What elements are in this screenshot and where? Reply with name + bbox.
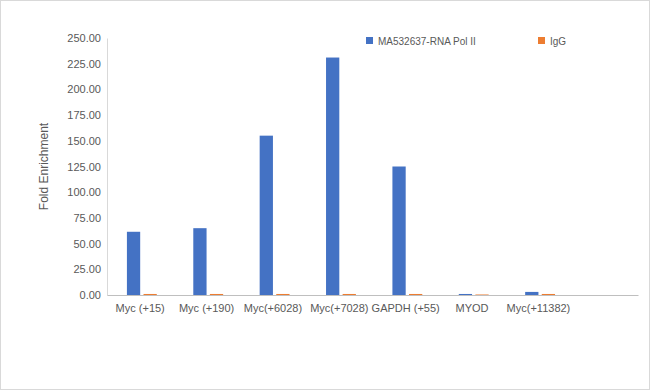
bar bbox=[127, 232, 140, 295]
y-tick: 25.00 bbox=[73, 263, 107, 275]
x-tick-label: Myc(+6028) bbox=[244, 302, 302, 314]
y-tick: 100.00 bbox=[67, 186, 107, 198]
y-tick-label: 50.00 bbox=[73, 238, 101, 250]
x-tick: Myc(+7028) bbox=[310, 295, 368, 314]
y-tick: 75.00 bbox=[73, 212, 107, 224]
chart: 0.00 25.00 50.00 75.00 100.00 125.00 150.00 175… bbox=[0, 0, 650, 390]
y-tick-label: 125.00 bbox=[67, 161, 101, 173]
x-tick: GAPDH (+55) bbox=[372, 295, 440, 314]
y-tick: 175.00 bbox=[67, 109, 107, 121]
bar bbox=[343, 294, 356, 295]
y-axis: 0.00 25.00 50.00 75.00 100.00 125.00 150.00 175… bbox=[67, 32, 107, 301]
x-tick-label: Myc(+11382) bbox=[507, 302, 571, 314]
y-tick: 225.00 bbox=[67, 58, 107, 70]
y-tick-label: 0.00 bbox=[80, 289, 101, 301]
y-tick: 150.00 bbox=[67, 135, 107, 147]
bar bbox=[193, 228, 206, 295]
x-axis-line bbox=[108, 295, 639, 296]
y-axis-title: Fold Enrichment bbox=[37, 122, 51, 210]
y-tick-label: 75.00 bbox=[73, 212, 101, 224]
x-tick-label: GAPDH (+55) bbox=[372, 302, 440, 314]
y-tick-label: 175.00 bbox=[67, 109, 101, 121]
x-tick-label: Myc(+7028) bbox=[310, 302, 368, 314]
bar bbox=[276, 294, 289, 295]
x-tick-label: MYOD bbox=[456, 302, 489, 314]
legend: MA532637-RNA Pol II IgG bbox=[366, 36, 566, 47]
chart-frame bbox=[1, 1, 650, 390]
x-tick-label: Myc (+190) bbox=[179, 302, 234, 314]
x-tick: Myc(+6028) bbox=[244, 295, 302, 314]
y-tick: 125.00 bbox=[67, 161, 107, 173]
bar bbox=[326, 58, 339, 295]
x-tick: MYOD bbox=[456, 295, 489, 314]
x-tick: Myc(+11382) bbox=[507, 295, 571, 314]
bar bbox=[409, 294, 422, 295]
bar bbox=[542, 294, 555, 295]
y-tick: 50.00 bbox=[73, 238, 107, 250]
x-tick-label: Myc (+15) bbox=[116, 302, 165, 314]
legend-label: MA532637-RNA Pol II bbox=[378, 36, 476, 47]
legend-swatch bbox=[538, 37, 545, 44]
y-tick-label: 100.00 bbox=[67, 186, 101, 198]
y-tick-label: 250.00 bbox=[67, 32, 101, 44]
bar bbox=[392, 167, 405, 296]
bar bbox=[475, 294, 488, 295]
x-axis: Myc (+15) Myc (+190) Myc(+6028) Myc(+7028) G… bbox=[108, 295, 639, 314]
legend-item: IgG bbox=[538, 36, 566, 47]
x-tick: Myc (+15) bbox=[116, 295, 165, 314]
y-tick-label: 200.00 bbox=[67, 83, 101, 95]
bar bbox=[525, 292, 538, 295]
y-axis-line bbox=[107, 39, 108, 296]
y-tick: 200.00 bbox=[67, 83, 107, 95]
y-tick: 0.00 bbox=[80, 289, 107, 301]
bar bbox=[459, 294, 472, 295]
y-tick-label: 150.00 bbox=[67, 135, 101, 147]
legend-item: MA532637-RNA Pol II bbox=[366, 36, 476, 47]
legend-label: IgG bbox=[550, 36, 566, 47]
plot: 0.00 25.00 50.00 75.00 100.00 125.00 150.00 175… bbox=[67, 32, 638, 314]
legend-swatch bbox=[366, 37, 373, 44]
y-tick-label: 25.00 bbox=[73, 263, 101, 275]
bars bbox=[127, 58, 555, 295]
y-tick-label: 225.00 bbox=[67, 58, 101, 70]
y-tick: 250.00 bbox=[67, 32, 107, 44]
bar bbox=[260, 136, 273, 295]
x-tick: Myc (+190) bbox=[179, 295, 234, 314]
bar bbox=[210, 294, 223, 295]
bar bbox=[144, 294, 157, 295]
